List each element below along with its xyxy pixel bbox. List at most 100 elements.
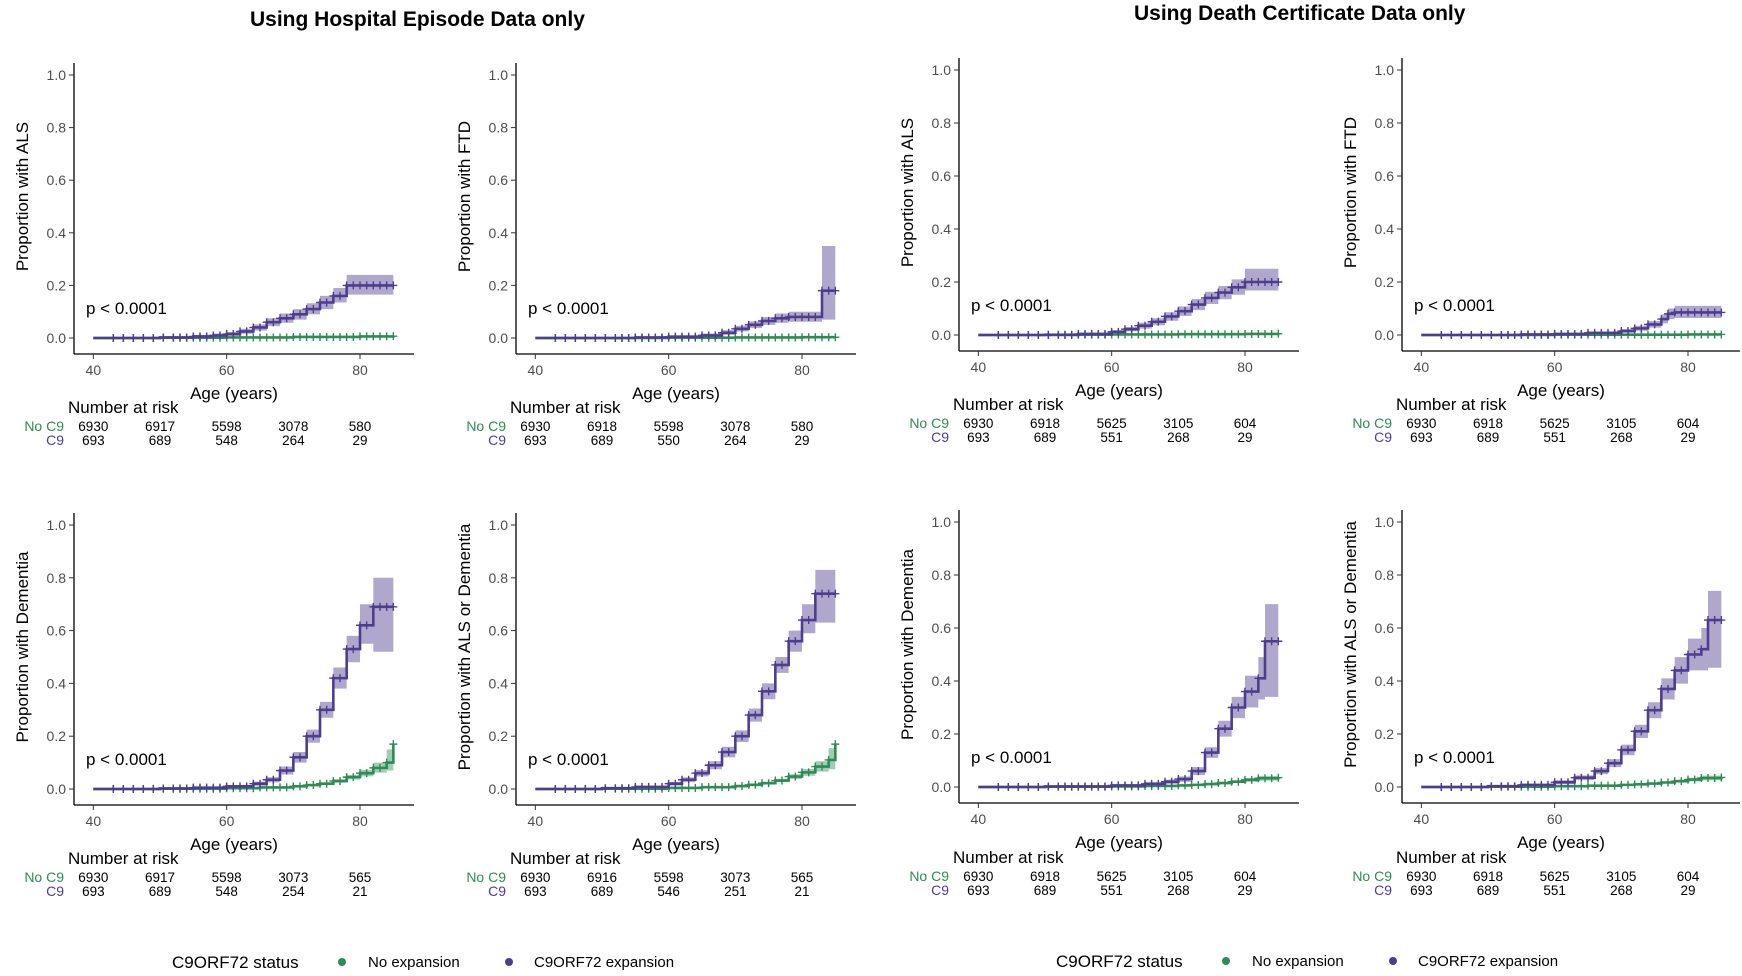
censor-mark	[994, 331, 1003, 339]
censor-mark	[209, 331, 218, 340]
censor-mark	[1274, 278, 1283, 286]
risk-value-c9: 268	[1610, 883, 1633, 898]
censor-mark	[1610, 328, 1619, 337]
censor-mark	[369, 332, 378, 341]
censor-mark	[329, 777, 338, 786]
censor-mark	[1447, 783, 1456, 791]
censor-mark	[269, 783, 278, 792]
censor-mark	[216, 783, 224, 792]
censor-mark	[818, 762, 826, 771]
censor-mark	[591, 785, 600, 793]
censor-mark	[1577, 329, 1586, 338]
censor-mark	[139, 334, 148, 342]
risk-row-label-c9: C9	[1374, 429, 1392, 445]
y-tick-label: 0.4	[47, 225, 67, 241]
censor-mark	[591, 334, 600, 342]
censor-mark	[811, 762, 820, 771]
risk-value-no-c9: 604	[1677, 416, 1700, 431]
x-tick-label: 40	[528, 362, 544, 378]
y-tick-label: 1.0	[489, 517, 509, 533]
censor-mark	[1657, 315, 1666, 324]
risk-value-c9: 29	[794, 433, 809, 448]
censor-mark	[229, 330, 238, 339]
risk-row-label-c9: C9	[488, 883, 506, 899]
censor-mark	[1247, 775, 1256, 784]
censor-mark	[1234, 703, 1243, 712]
censor-mark	[1274, 329, 1283, 338]
censor-mark	[289, 782, 298, 791]
censor-mark	[1214, 330, 1223, 339]
legend-swatch-c9-expansion	[505, 958, 513, 966]
censor-mark	[1510, 782, 1519, 791]
censor-mark	[1447, 331, 1456, 339]
censor-mark	[791, 772, 800, 781]
censor-mark	[751, 711, 760, 720]
censor-mark	[831, 286, 840, 295]
legend-title: C9ORF72 status	[172, 953, 299, 972]
censor-mark	[1101, 329, 1109, 338]
censor-mark	[1127, 325, 1136, 334]
censor-mark	[1247, 687, 1256, 696]
censor-mark	[1717, 616, 1726, 625]
censor-mark	[322, 705, 331, 714]
censor-mark	[1004, 783, 1013, 791]
censor-mark	[329, 332, 338, 341]
risk-value-c9: 551	[1543, 883, 1566, 898]
censor-mark	[658, 782, 666, 791]
censor-mark	[1650, 706, 1659, 715]
censor-mark	[289, 332, 298, 341]
censor-mark	[1477, 331, 1486, 339]
right-group-title: Using Death Certificate Data only	[1134, 2, 1466, 25]
censor-mark	[282, 314, 291, 323]
risk-value-no-c9: 3105	[1163, 869, 1193, 884]
censor-mark	[1637, 780, 1646, 789]
risk-value-no-c9: 604	[1677, 869, 1700, 884]
censor-mark	[369, 602, 378, 611]
ci-band	[1421, 590, 1722, 787]
y-axis-label: Proportion with Dementia	[898, 549, 917, 740]
censor-mark	[1234, 777, 1243, 786]
censor-mark	[778, 314, 786, 323]
risk-value-no-c9: 6918	[1030, 869, 1060, 884]
censor-mark	[282, 766, 291, 775]
censor-mark	[811, 589, 820, 598]
risk-value-c9: 689	[1477, 883, 1500, 898]
censor-mark	[1181, 307, 1189, 316]
y-axis-label: Proportion with Dementia	[13, 551, 32, 742]
y-tick-label: 0.2	[932, 726, 952, 742]
x-tick-label: 60	[1547, 359, 1563, 375]
risk-value-no-c9: 6930	[1406, 416, 1436, 431]
risk-value-no-c9: 3078	[720, 419, 750, 434]
risk-row-label-no-c9: No C9	[24, 418, 64, 434]
censor-mark	[369, 763, 378, 772]
x-tick-label: 60	[1104, 811, 1120, 827]
risk-value-c9: 689	[149, 884, 172, 899]
censor-mark	[698, 769, 706, 778]
x-tick-label: 80	[1237, 359, 1253, 375]
p-value-label: p < 0.0001	[528, 750, 609, 769]
censor-mark	[571, 334, 580, 342]
censor-mark	[1234, 283, 1243, 292]
censor-mark	[159, 333, 168, 342]
censor-mark	[1717, 330, 1726, 339]
censor-mark	[1697, 330, 1706, 339]
y-tick-label: 1.0	[1375, 62, 1395, 78]
censor-mark	[349, 332, 358, 341]
y-tick-label: 0.0	[489, 330, 509, 346]
censor-mark	[1457, 331, 1466, 339]
censor-mark	[159, 784, 168, 793]
p-value-label: p < 0.0001	[1414, 296, 1495, 315]
censor-mark	[1207, 780, 1216, 789]
risk-table-title: Number at risk	[1396, 395, 1507, 414]
censor-mark	[1717, 308, 1726, 317]
km-panel: 0.0 0.2 0.4 0.6 0.8 1.0 40 60 80 Age (years) Propo…	[13, 513, 414, 899]
left-group-title: Using Hospital Episode Data only	[250, 8, 585, 31]
x-tick-label: 40	[86, 813, 102, 829]
risk-row-label-no-c9: No C9	[466, 869, 506, 885]
risk-value-no-c9: 5598	[654, 419, 684, 434]
risk-row-label-no-c9: No C9	[1352, 868, 1392, 884]
censor-mark	[1154, 779, 1163, 788]
censor-mark	[1437, 331, 1446, 339]
risk-value-no-c9: 6930	[78, 419, 108, 434]
